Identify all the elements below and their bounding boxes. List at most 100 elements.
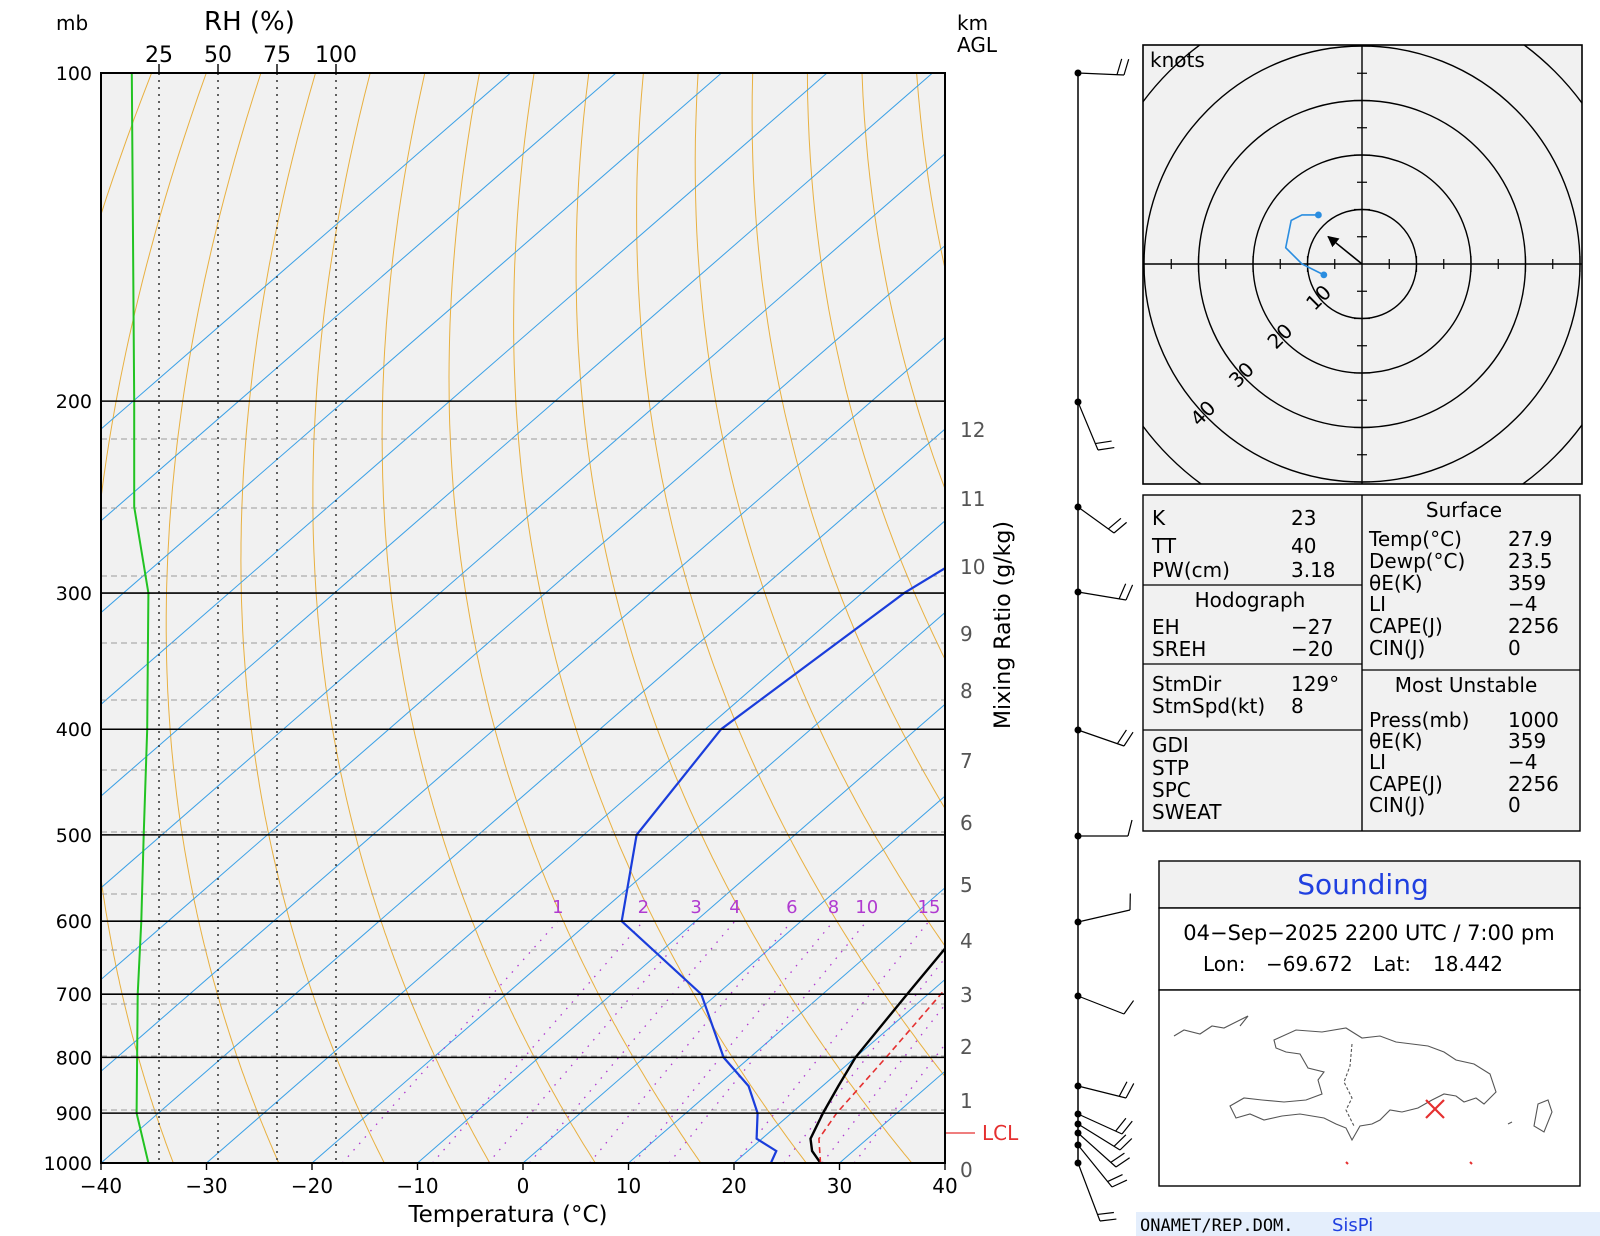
temperature-tick-label: 10 [616,1174,641,1198]
mixing-ratio-tick-label: 6 [786,897,797,918]
wind-barb-feather [1127,819,1133,837]
index-value: 23 [1291,506,1316,530]
isotherm [628,887,945,1163]
mu-label: LI [1369,750,1386,774]
surface-label: θE(K) [1369,571,1423,595]
index-label: TT [1151,534,1177,558]
index-label: SWEAT [1152,800,1222,824]
isotherm [101,73,828,705]
skewt-plot-area [101,73,945,1163]
map-speck-1 [1345,1161,1349,1165]
hodograph-end-dot [1315,211,1322,219]
isotherm [417,703,945,1163]
dry-adiabat [381,73,596,1163]
mixing-ratio-tick-label: 3 [690,897,701,918]
mixing-ratio-tick-label: 4 [729,897,740,918]
storm-motion-arrow [1327,235,1363,265]
sounding-datetime: 04−Sep−2025 2200 UTC / 7:00 pm [1183,921,1554,945]
mu-label: CAPE(J) [1369,772,1443,796]
surface-label: LI [1369,592,1386,616]
rh-tick-label: 25 [145,43,173,68]
cuba-coastline [1173,1015,1249,1037]
hodograph-start-dot [1320,271,1328,279]
wind-barb-feather [1123,1000,1135,1015]
temperature-tick-label: −20 [291,1174,333,1198]
temperature-axis-label: Temperatura (°C) [408,1202,608,1228]
indices-values: K 23 TT 40 PW(cm) 3.18 Hodograph EH −27 SREH −20 St… [1151,498,1559,824]
footer-brand: SisPi [1332,1215,1373,1236]
pressure-tick-label: 900 [56,1103,92,1125]
isotherm [101,73,617,522]
dry-adiabat [312,73,491,1163]
sounding-info-panel: Sounding 04−Sep−2025 2200 UTC / 7:00 pm … [1158,860,1581,1187]
wind-barb-shaft [1077,1113,1123,1135]
temperature-tick-label: −30 [185,1174,227,1198]
index-label: K [1152,506,1166,530]
index-label: EH [1152,615,1180,639]
wind-barb-feather [1097,1211,1114,1216]
mu-label: CIN(J) [1369,793,1425,817]
dry-adiabat [448,73,702,1163]
lat-label: Lat: [1373,952,1411,976]
wind-barb-shaft [1077,909,1131,923]
mixing-ratio-tick-label: 15 [918,897,941,918]
height-tick-label: 10 [960,555,985,579]
hodograph-trace [1284,214,1325,276]
surface-label: CAPE(J) [1369,614,1443,638]
mu-value: 359 [1508,729,1546,753]
wind-barb-shaft [1077,1123,1121,1151]
pressure-tick-label: 200 [56,391,92,413]
indices-table: K 23 TT 40 PW(cm) 3.18 Hodograph EH −27 SREH −20 St… [1142,494,1581,832]
pressure-tick-label: 300 [56,583,92,605]
mixing-ratio-tick-label: 8 [828,897,839,918]
rh-tick-label: 100 [315,43,357,68]
mu-label: θE(K) [1369,729,1423,753]
mixing-ratio-line [529,920,736,1163]
sounding-title: Sounding [1297,868,1428,901]
puerto-rico-coastline [1533,1099,1553,1133]
wind-barb-feather [1113,1134,1127,1147]
height-tick-label: 12 [960,418,985,442]
wind-barb-shaft [1077,1144,1113,1188]
temperature-tick-label: −10 [396,1174,438,1198]
mixing-ratio-axis-label: Mixing Ratio (g/kg) [991,521,1016,729]
surface-section-title: Surface [1426,498,1502,522]
wind-barb-feather [1099,1218,1117,1222]
mixing-ratio-line [432,920,644,1163]
surface-value: 27.9 [1508,527,1553,551]
isotherm [522,795,945,1163]
hodograph-units-label: knots [1150,48,1205,72]
index-value: 129° [1291,672,1339,696]
mu-value: −4 [1508,750,1537,774]
pressure-tick-label: 500 [56,825,92,847]
temperature-tick-label: 0 [517,1174,530,1198]
pressure-units-label: mb [56,11,88,35]
wind-barb-shaft [1077,729,1125,747]
temperature-tick-label: −40 [80,1174,122,1198]
pressure-tick-label: 600 [56,911,92,933]
height-tick-label: 1 [960,1089,973,1113]
pressure-tick-label: 700 [56,984,92,1006]
wind-barb-feather [1107,1174,1123,1183]
wind-barb-shaft [1077,995,1125,1015]
isotherm [206,520,945,1163]
index-value: 40 [1291,534,1316,558]
surface-value: 0 [1508,636,1521,660]
wind-barb-feather [1121,1120,1133,1135]
height-tick-label: 5 [960,873,973,897]
surface-label: Temp(°C) [1368,527,1462,551]
height-tick-label: 0 [960,1158,973,1182]
temperature-tick-label: 30 [827,1174,852,1198]
hodograph-rings [1143,45,1582,484]
pressure-tick-label: 100 [56,63,92,85]
wind-barb-feather [1116,729,1127,745]
wind-barb-shaft [1077,1085,1127,1099]
height-tick-label: 2 [960,1035,973,1059]
pressure-tick-label: 400 [56,719,92,741]
mu-value: 2256 [1508,772,1559,796]
footer-org: ONAMET/REP.DOM. [1140,1216,1294,1236]
height-tick-label: 11 [960,487,985,511]
